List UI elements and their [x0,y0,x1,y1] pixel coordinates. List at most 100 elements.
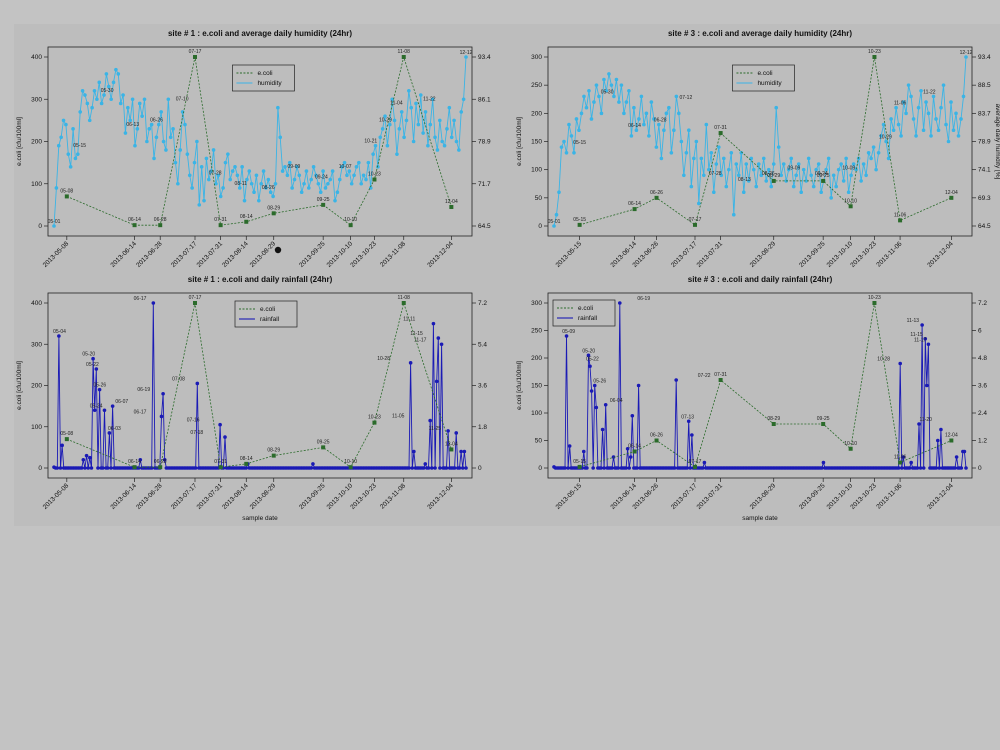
series-point [423,462,428,466]
series-point [257,198,261,203]
series-point [826,156,831,161]
x-tick-label: 2013-08-29 [249,240,278,269]
series-point [579,111,584,116]
series-point-label: 07-16 [187,418,200,424]
series-point-label: 07-12 [679,95,692,101]
y-tick-label: 150 [531,139,542,146]
series-point [884,139,888,144]
series-point [603,402,608,407]
ecoli-point-label: 10-23 [368,172,381,178]
series-point [290,186,294,190]
series-point [254,173,259,178]
series-point [421,466,426,470]
series-point [594,83,599,87]
y2-tick-label: 2.4 [978,410,987,417]
series-point [440,139,444,144]
series-point [171,127,175,131]
series-point [276,105,280,110]
series-point [721,156,726,161]
series-point [378,135,383,140]
series-point [404,118,409,123]
series-point [739,150,744,155]
series-point [84,453,89,458]
series-point [764,179,769,183]
series-point [140,114,144,118]
x-tick-label: 2013-06-14 [110,482,139,511]
x-tick-label: 2013-08-29 [249,482,278,511]
ecoli-point-label: 11-08 [398,49,411,55]
x-tick-label: 2013-07-17 [170,240,199,269]
figure-background [14,24,1000,526]
legend-label-ecoli: e.coli [757,70,772,77]
series-point [949,100,953,104]
ecoli-point [218,465,223,470]
series-point [92,408,97,413]
series-point [245,177,249,182]
series-point [430,466,434,470]
y-tick-label: 200 [531,110,542,117]
series-point [879,134,883,138]
x-tick-label: 2013-11-06 [875,482,903,510]
series-point [166,97,171,102]
series-point [107,431,112,435]
series-point [392,118,397,123]
x-tick-label: 2013-07-17 [670,240,699,269]
series-point-label: 07-28 [209,170,222,176]
series-point-label: 05-22 [86,362,99,368]
series-point-label: 11-05 [392,414,405,420]
series-point [844,156,848,161]
series-point [371,152,375,156]
series-point [849,173,853,178]
series-point [178,148,183,152]
series-point [457,466,462,470]
y2-tick-label: 86.1 [478,96,491,103]
series-point [94,367,99,371]
ecoli-point [348,465,353,470]
series-point-label: 10-29 [379,118,392,124]
ecoli-point-label: 12-04 [445,441,458,447]
series-point [337,177,342,182]
y2-tick-label: 3.6 [478,383,487,390]
series-point [454,431,459,435]
series-point [202,198,206,203]
x-tick-label: 2013-08-14 [221,240,250,269]
series-point [956,134,961,138]
series-point [891,128,896,133]
series-point [309,177,314,182]
series-point [602,77,606,82]
series-point [944,122,948,127]
series-point [717,145,721,149]
y2-tick-label: 71.7 [478,181,491,188]
series-point [592,383,597,388]
series-point [335,190,340,194]
series-point [68,165,73,169]
series-point [460,466,465,470]
series-point [766,167,771,172]
y-axis-label: e.coli [cfu/100ml] [16,117,23,166]
series-point [307,186,311,190]
series-point [76,152,80,156]
series-point-label: 05-04 [53,329,66,335]
ecoli-point-label: 11-06 [894,212,907,218]
cursor-dot [274,246,282,254]
series-point-label: 11-11 [403,317,415,323]
y2-tick-label: 5.4 [478,341,487,348]
series-point [436,336,441,340]
series-point [569,134,574,138]
series-point [869,156,873,161]
series-point [323,186,328,190]
series-point [297,173,302,178]
chart-1: site # 1 : e.coli and average daily humi… [16,29,491,269]
series-point [814,167,818,172]
series-point [109,97,113,102]
series-point [926,111,931,116]
series-point [168,135,173,140]
ecoli-point [132,465,137,470]
series-point [102,93,106,97]
series-point [923,336,928,341]
series-point [707,167,711,172]
series-point [925,383,929,388]
series-point [622,111,626,116]
legend-label-ecoli: e.coli [260,306,275,313]
series-point [941,83,946,87]
